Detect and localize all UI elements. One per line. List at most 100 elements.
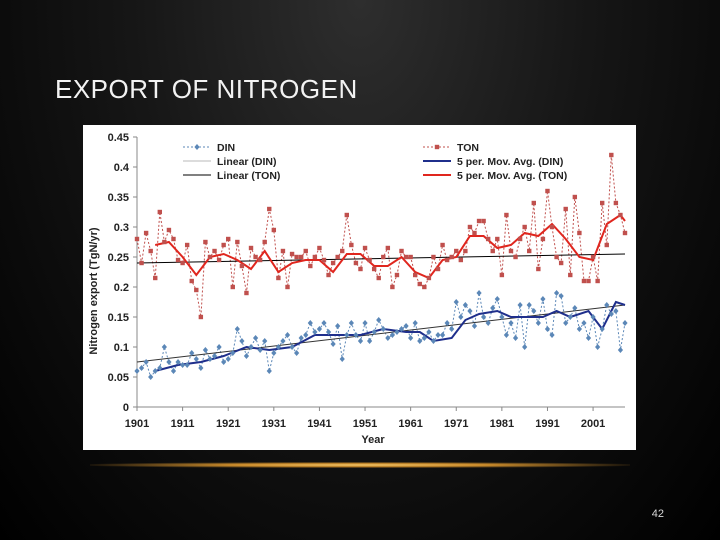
ton-data-point bbox=[572, 194, 578, 200]
ton-data-point bbox=[440, 242, 445, 248]
din-data-point bbox=[230, 350, 236, 356]
page-number: 42 bbox=[651, 508, 664, 520]
ton-data-point bbox=[148, 248, 153, 254]
din-data-point bbox=[595, 344, 601, 350]
y-tick-label: 0.05 bbox=[108, 372, 129, 384]
din-data-point bbox=[248, 344, 254, 350]
legend-label: Linear (TON) bbox=[217, 170, 280, 182]
ton-data-point bbox=[358, 266, 363, 272]
ton-data-point bbox=[413, 272, 418, 278]
legend-item: Linear (DIN) bbox=[183, 156, 277, 168]
din-data-point bbox=[403, 323, 409, 329]
chart-tick-labels: 0 0.05 0.1 0.15 0.2 0.25 0.3 0.35 0.4 0.45 1901 191… bbox=[108, 132, 606, 430]
y-axis-label: Nitrogen export (TgN/yr) bbox=[88, 227, 100, 354]
din-data-point bbox=[613, 308, 619, 314]
ton-data-point bbox=[431, 254, 436, 260]
ton-data-point bbox=[403, 254, 409, 260]
din-data-point bbox=[622, 320, 628, 326]
din-data-point bbox=[207, 356, 213, 362]
legend-label: DIN bbox=[217, 142, 235, 154]
ton-data-point bbox=[449, 254, 454, 260]
din-data-point bbox=[430, 338, 437, 344]
chart-markers bbox=[134, 152, 628, 380]
x-tick-label: 1911 bbox=[171, 418, 195, 430]
ton-data-point bbox=[221, 242, 226, 248]
din-data-point bbox=[439, 332, 446, 338]
y-tick-label: 0.3 bbox=[114, 222, 129, 234]
din-data-point bbox=[211, 353, 218, 359]
ton-data-point bbox=[340, 248, 345, 254]
din-data-point bbox=[526, 302, 532, 308]
ton-data-point bbox=[257, 257, 263, 263]
x-tick-label: 1921 bbox=[216, 418, 240, 430]
ton-data-point bbox=[294, 254, 299, 260]
din-data-point bbox=[189, 350, 195, 356]
ton-data-point bbox=[162, 239, 167, 245]
din-data-point bbox=[184, 362, 190, 368]
ton-data-point bbox=[417, 281, 422, 287]
din-data-point bbox=[348, 320, 354, 326]
ton-data-point bbox=[595, 278, 600, 284]
ton-data-point bbox=[171, 236, 176, 242]
x-tick-label: 1971 bbox=[444, 418, 468, 430]
din-data-point bbox=[221, 359, 227, 365]
din-data-point bbox=[485, 320, 491, 326]
din-data-point bbox=[581, 320, 587, 326]
din-data-point bbox=[225, 356, 231, 362]
din-data-point bbox=[243, 353, 250, 359]
ton-data-point bbox=[312, 254, 318, 260]
ton-data-point bbox=[262, 239, 267, 245]
din-data-point bbox=[503, 332, 510, 338]
chart-legend: DIN TON Linear (DIN) 5 per. Mov. Avg. (DIN)… bbox=[183, 142, 567, 182]
ton-data-point bbox=[344, 212, 349, 218]
din-data-point bbox=[585, 335, 592, 341]
din-data-point bbox=[449, 326, 455, 332]
ton-data-point bbox=[444, 257, 450, 263]
din-data-point bbox=[522, 344, 528, 350]
din-data-point bbox=[216, 344, 222, 350]
ton-data-point bbox=[408, 254, 413, 260]
din-data-point bbox=[275, 344, 281, 350]
ton-data-point bbox=[216, 257, 222, 263]
din-data-point bbox=[134, 368, 140, 374]
ton-data-point bbox=[577, 230, 582, 236]
x-tick-label: 1961 bbox=[398, 418, 422, 430]
din-data-point bbox=[435, 332, 441, 338]
din-data-point bbox=[535, 320, 541, 326]
ton-data-point bbox=[394, 272, 400, 278]
y-tick-label: 0.1 bbox=[114, 342, 129, 354]
ton-data-point bbox=[139, 260, 144, 266]
ton-data-point bbox=[335, 254, 340, 260]
ton-data-point bbox=[399, 248, 404, 254]
ton-data-point bbox=[180, 260, 185, 266]
ton-data-point bbox=[527, 248, 532, 254]
ton-data-point bbox=[531, 200, 536, 206]
ton-data-point bbox=[143, 230, 149, 236]
ton-data-point bbox=[371, 266, 377, 272]
din-data-point bbox=[280, 338, 286, 344]
legend-label: 5 per. Mov. Avg. (DIN) bbox=[457, 156, 563, 168]
din-data-point bbox=[298, 335, 304, 341]
nitrogen-export-chart: 0 0.05 0.1 0.15 0.2 0.25 0.3 0.35 0.4 0.45 1901 191… bbox=[88, 132, 628, 446]
din-data-point bbox=[494, 296, 500, 302]
ton-data-point bbox=[586, 278, 591, 284]
din-data-point bbox=[517, 302, 523, 308]
ton-data-point bbox=[326, 272, 331, 278]
din-data-point bbox=[380, 326, 386, 332]
x-tick-label: 1951 bbox=[353, 418, 377, 430]
ton-data-point bbox=[454, 248, 459, 254]
din-data-point bbox=[289, 344, 295, 350]
ton-data-point bbox=[317, 245, 322, 251]
ton-data-point bbox=[362, 245, 368, 251]
ton-data-point bbox=[554, 254, 559, 260]
ton-data-point bbox=[422, 284, 427, 290]
x-tick-label: 1941 bbox=[307, 418, 331, 430]
din-data-point bbox=[257, 347, 263, 353]
din-data-point bbox=[563, 320, 569, 326]
din-data-point bbox=[417, 338, 423, 344]
ton-data-point bbox=[184, 242, 190, 248]
din-data-point bbox=[599, 326, 605, 332]
din-data-point bbox=[544, 326, 551, 332]
ton-data-point bbox=[476, 218, 482, 224]
y-tick-label: 0.4 bbox=[114, 162, 130, 174]
